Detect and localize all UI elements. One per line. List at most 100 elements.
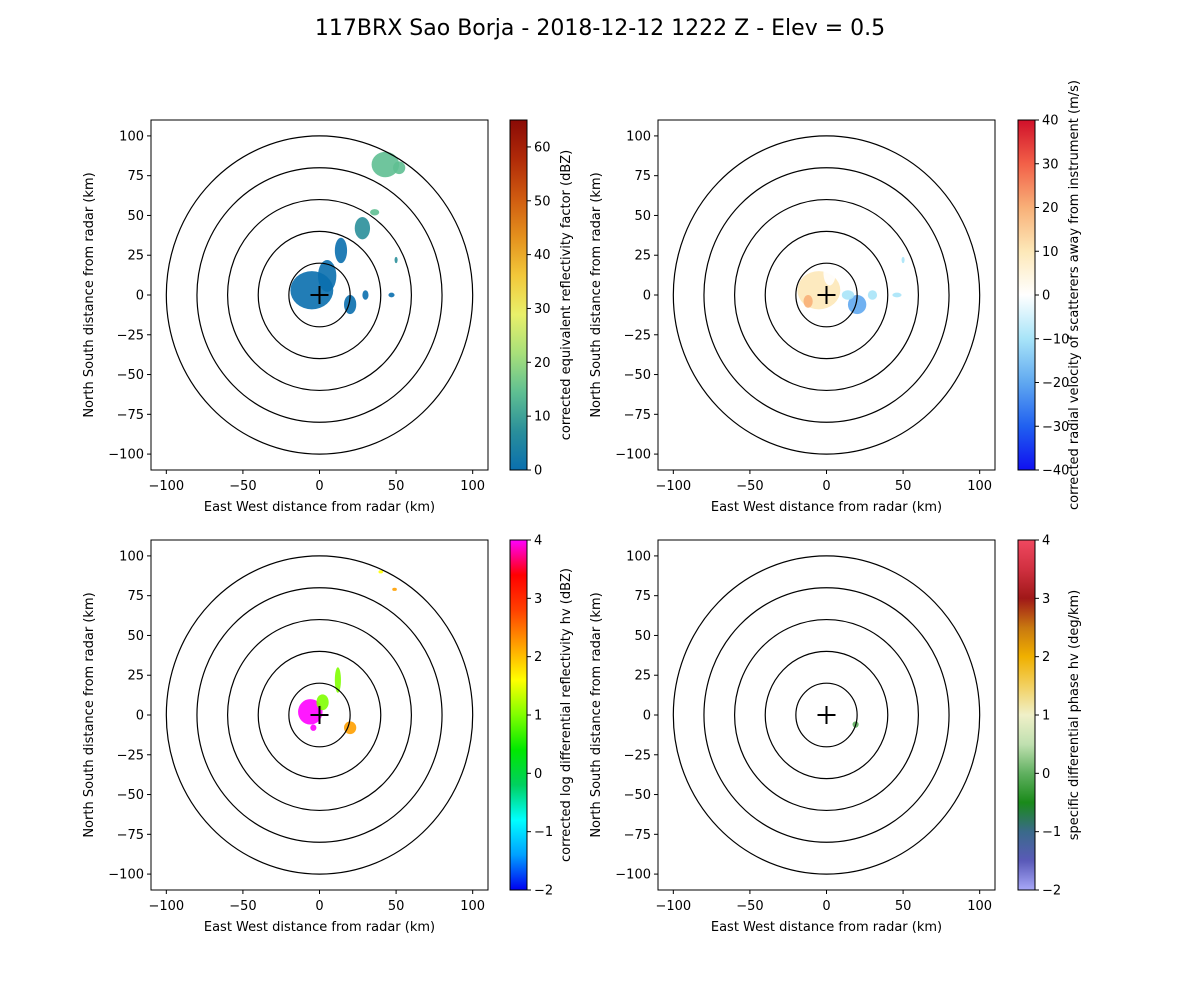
y-tick-label: −100 — [615, 868, 651, 883]
x-tick-label: −50 — [736, 899, 763, 914]
range-ring — [764, 230, 889, 360]
colorbar-label: corrected radial velocity of scatterers … — [1067, 80, 1082, 510]
radar-echo — [841, 290, 855, 300]
radar-echo — [378, 570, 384, 574]
colorbar-tick-label: 30 — [534, 302, 551, 317]
radar-echo — [334, 237, 348, 264]
radar-panel-3: −100 −75 −50 −25 0 25 50 75 100 −100 −50 0 50 100 East… — [82, 534, 574, 936]
colorbar-label: specific differential phase hv (deg/km) — [1067, 590, 1082, 840]
plot-area — [165, 135, 474, 455]
x-tick-label: −100 — [655, 479, 691, 494]
colorbar-tick-label: −20 — [1042, 376, 1069, 391]
colorbar-tick-label: 50 — [534, 194, 551, 209]
colorbar-tick-label: −1 — [534, 825, 553, 840]
colorbar-tick-label: 0 — [534, 767, 542, 782]
radar-echo — [901, 256, 905, 264]
y-axis-label: North South distance from radar (km) — [589, 172, 604, 417]
colorbar-tick-label: 0 — [534, 464, 542, 479]
x-tick-label: −50 — [229, 899, 256, 914]
x-tick-label: 50 — [895, 899, 912, 914]
y-tick-label: 50 — [127, 629, 144, 644]
plot-area — [672, 555, 981, 875]
x-tick-label: 0 — [822, 479, 830, 494]
radar-echo — [370, 209, 380, 216]
colorbar-tick-label: 3 — [534, 592, 542, 607]
y-tick-label: 75 — [634, 589, 651, 604]
y-tick-label: −50 — [117, 368, 144, 383]
y-tick-label: −75 — [117, 828, 144, 843]
y-tick-label: −100 — [108, 868, 144, 883]
radar-echo — [392, 587, 397, 591]
range-ring — [703, 587, 950, 843]
y-tick-label: −75 — [624, 408, 651, 423]
colorbar-tick-label: 0 — [1042, 289, 1050, 304]
range-ring — [703, 167, 950, 423]
radar-echo — [362, 290, 369, 300]
y-tick-label: −100 — [615, 448, 651, 463]
y-tick-label: −25 — [117, 748, 144, 763]
range-ring — [165, 555, 474, 875]
colorbar-tick-label: −30 — [1042, 420, 1069, 435]
range-ring — [288, 682, 351, 748]
colorbar — [509, 539, 528, 891]
radar-echo — [354, 217, 371, 240]
y-tick-label: −50 — [624, 788, 651, 803]
figure-title: 117BRX Sao Borja - 2018-12-12 1222 Z - E… — [314, 16, 886, 41]
radar-echo — [393, 161, 406, 175]
y-tick-label: 0 — [136, 709, 144, 724]
y-tick-label: −50 — [117, 788, 144, 803]
colorbar — [1017, 119, 1036, 471]
y-tick-label: 75 — [127, 169, 144, 184]
y-tick-label: 75 — [127, 589, 144, 604]
y-tick-label: −25 — [117, 328, 144, 343]
colorbar-tick-label: 10 — [534, 410, 551, 425]
x-tick-label: 50 — [388, 899, 405, 914]
radar-echo — [803, 295, 813, 308]
colorbar-tick-label: −1 — [1042, 825, 1061, 840]
y-tick-label: 75 — [634, 169, 651, 184]
plot-area — [672, 135, 981, 455]
radar-echo — [371, 151, 400, 178]
range-ring — [165, 135, 474, 455]
colorbar-tick-label: 1 — [1042, 709, 1050, 724]
y-axis-label: North South distance from radar (km) — [82, 172, 97, 417]
x-tick-label: −100 — [148, 479, 184, 494]
x-axis-label: East West distance from radar (km) — [204, 500, 435, 515]
y-tick-label: −25 — [624, 328, 651, 343]
x-axis-label: East West distance from radar (km) — [711, 500, 942, 515]
y-tick-label: 100 — [626, 549, 651, 564]
colorbar-tick-label: 1 — [534, 709, 542, 724]
range-ring — [795, 262, 858, 328]
colorbar-tick-label: −40 — [1042, 464, 1069, 479]
y-tick-label: 25 — [634, 249, 651, 264]
y-tick-label: 0 — [136, 289, 144, 304]
colorbar-tick-label: 60 — [534, 140, 551, 155]
y-tick-label: −75 — [624, 828, 651, 843]
colorbar — [1017, 539, 1036, 891]
x-tick-label: 100 — [967, 899, 992, 914]
range-ring — [672, 555, 981, 875]
plot-area — [165, 555, 474, 875]
range-ring — [764, 650, 889, 780]
radar-echo — [317, 260, 337, 292]
range-ring — [672, 135, 981, 455]
x-tick-label: −50 — [229, 479, 256, 494]
y-tick-label: 50 — [127, 209, 144, 224]
x-tick-label: 100 — [460, 899, 485, 914]
y-axis-label: North South distance from radar (km) — [82, 592, 97, 837]
x-tick-label: 100 — [460, 479, 485, 494]
colorbar-tick-label: 2 — [534, 650, 542, 665]
range-ring — [288, 262, 351, 328]
x-axis-label: East West distance from radar (km) — [204, 920, 435, 935]
colorbar-label: corrected log differential reflectivity … — [559, 568, 574, 862]
x-axis-label: East West distance from radar (km) — [711, 920, 942, 935]
radar-echo — [892, 292, 902, 298]
range-ring — [795, 682, 858, 748]
y-tick-label: −100 — [108, 448, 144, 463]
radar-echo — [298, 699, 323, 725]
x-tick-label: 100 — [967, 479, 992, 494]
radar-echo — [316, 694, 329, 711]
x-tick-label: 0 — [315, 899, 323, 914]
